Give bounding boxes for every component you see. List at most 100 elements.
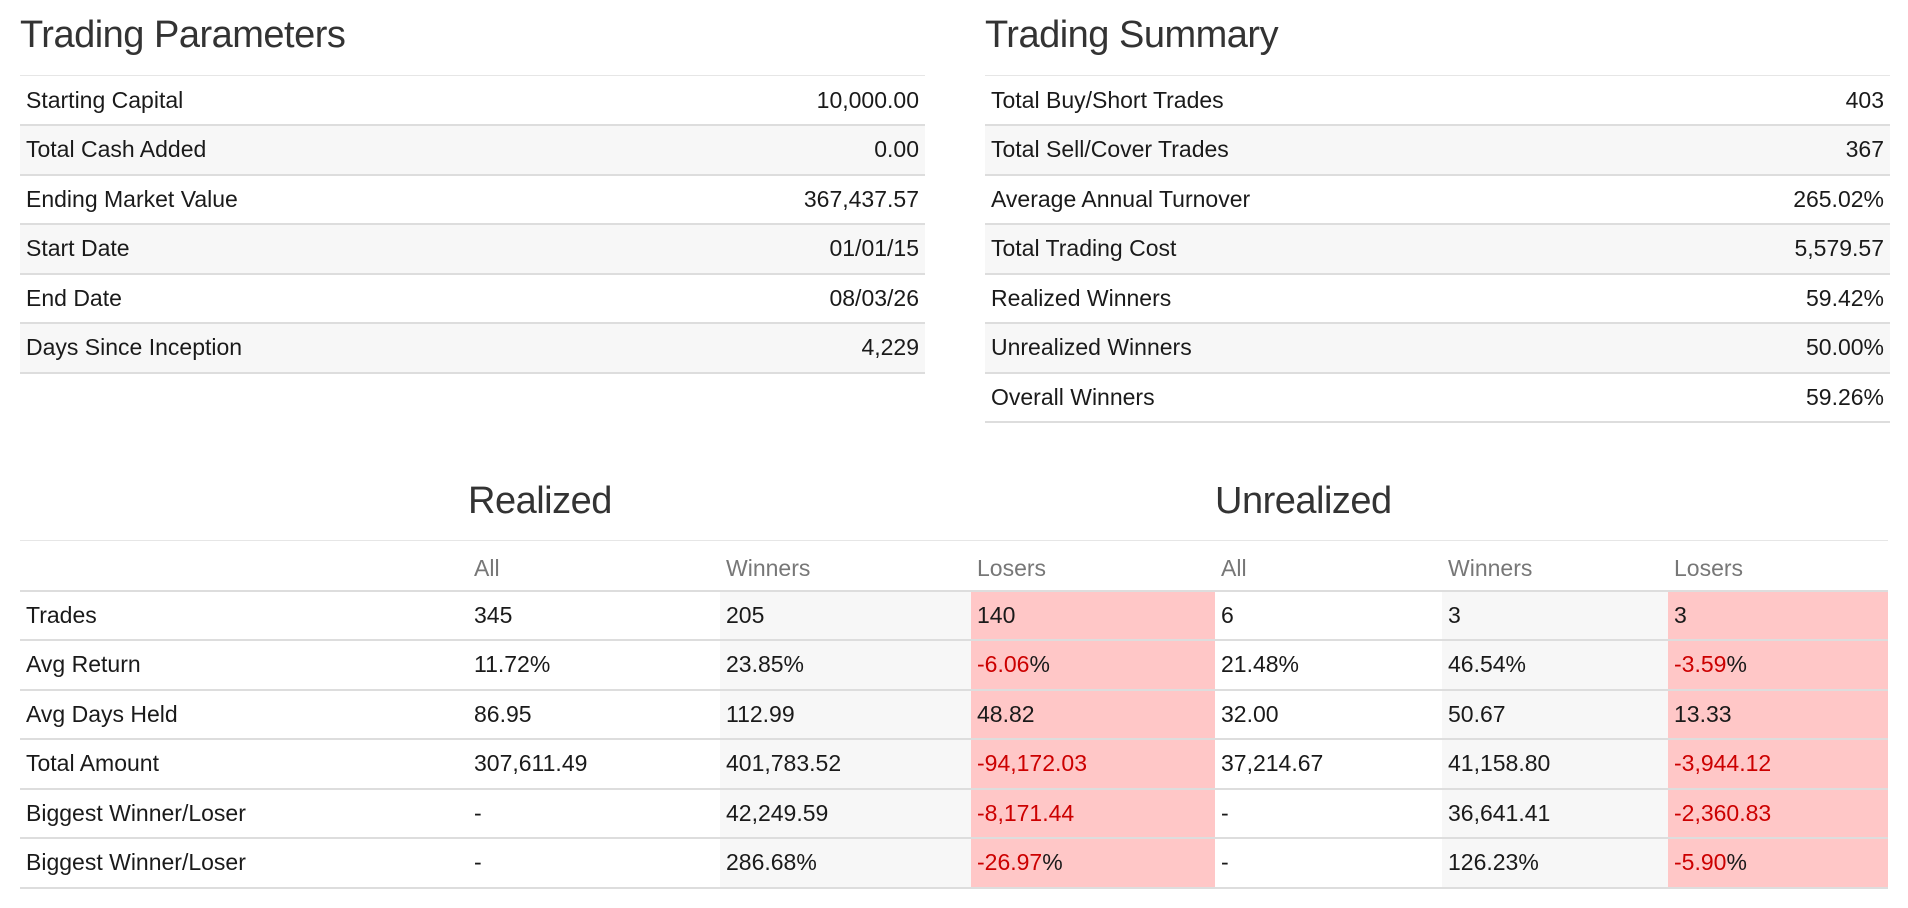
realized-winners-cell: 286.68%: [720, 838, 971, 889]
summary-value: 59.42%: [1573, 273, 1890, 324]
table-row: Total Sell/Cover Trades 367: [985, 125, 1890, 176]
table-row: Total Buy/Short Trades 403: [985, 75, 1890, 126]
unrealized-all-cell: 6: [1215, 590, 1442, 641]
table-row: Trades 345 205 140 6 3 3: [20, 590, 1888, 641]
col-header: Winners: [1442, 540, 1668, 592]
stat-suffix: %: [1029, 651, 1050, 678]
unrealized-winners-cell: 3: [1442, 590, 1668, 641]
unrealized-winners-cell: 126.23%: [1442, 838, 1668, 889]
stat-value: 401,783.52: [726, 750, 842, 777]
summary-label: Overall Winners: [985, 372, 1574, 423]
stat-value: -8,171.44: [977, 799, 1075, 826]
stat-value: 50.67: [1448, 700, 1506, 727]
table-row: Biggest Winner/Loser -42,249.59 -8,171.44-…: [20, 788, 1888, 839]
table-row: Total Trading Cost 5,579.57: [985, 224, 1890, 275]
realized-losers-cell: 48.82: [971, 689, 1215, 740]
table-row: Overall Winners 59.26%: [985, 372, 1890, 423]
stat-value: -: [1221, 799, 1229, 826]
unrealized-losers-cell: -3.59%: [1668, 640, 1888, 691]
stat-value: 41,158.80: [1448, 750, 1551, 777]
stat-value: 140: [977, 601, 1016, 628]
realized-winners-cell: 401,783.52: [720, 739, 971, 790]
param-label: Ending Market Value: [20, 174, 609, 225]
realized-title: Realized: [468, 480, 612, 522]
stat-value: 32.00: [1221, 700, 1279, 727]
col-header: Winners: [720, 540, 971, 592]
realized-winners-cell: 112.99: [720, 689, 971, 740]
stat-value: -: [474, 799, 482, 826]
stat-value: 3: [1448, 601, 1461, 628]
stat-suffix: %: [1042, 849, 1063, 876]
stat-value: 345: [474, 601, 513, 628]
summary-value: 59.26%: [1573, 372, 1890, 423]
unrealized-winners-cell: 41,158.80: [1442, 739, 1668, 790]
stat-value: -3.59: [1674, 651, 1727, 678]
table-row: Avg Return 11.72% 23.85% -6.06% 21.48% 46.54%…: [20, 640, 1888, 691]
unrealized-losers-cell: 13.33: [1668, 689, 1888, 740]
stat-value: -94,172.03: [977, 750, 1087, 777]
param-label: Total Cash Added: [20, 125, 609, 176]
stat-value: 86.95: [474, 700, 532, 727]
col-header: All: [468, 540, 720, 592]
stat-value: 23.85%: [726, 651, 805, 678]
table-row: Total Amount 307,611.49 401,783.52 -94,172.…: [20, 739, 1888, 790]
unrealized-title: Unrealized: [1215, 480, 1392, 522]
stat-value: 13.33: [1674, 700, 1732, 727]
unrealized-winners-cell: 50.67: [1442, 689, 1668, 740]
stat-value: 3: [1674, 601, 1687, 628]
table-row: Average Annual Turnover 265.02%: [985, 174, 1890, 225]
col-header: All: [1215, 540, 1442, 592]
param-value: 10,000.00: [608, 75, 925, 126]
summary-label: Total Sell/Cover Trades: [985, 125, 1574, 176]
stat-value: 205: [726, 601, 765, 628]
trade-stats-body: Trades 345 205 140 6 3 3 Avg Return 11.72% 23.85%…: [20, 590, 1888, 889]
unrealized-all-cell: 21.48%: [1215, 640, 1442, 691]
col-header: Losers: [1668, 540, 1888, 592]
stat-label: Biggest Winner/Loser: [20, 788, 468, 839]
stat-value: -2,360.83: [1674, 799, 1772, 826]
unrealized-losers-cell: -2,360.83: [1668, 788, 1888, 839]
unrealized-winners-cell: 46.54%: [1442, 640, 1668, 691]
summary-value: 50.00%: [1573, 323, 1890, 374]
table-row: Starting Capital 10,000.00: [20, 75, 925, 126]
stat-value: 37,214.67: [1221, 750, 1324, 777]
param-label: Starting Capital: [20, 75, 609, 126]
realized-losers-cell: 140: [971, 590, 1215, 641]
trading-summary-title: Trading Summary: [985, 14, 1279, 56]
stat-label: Avg Return: [20, 640, 468, 691]
stat-value: 112.99: [726, 700, 795, 727]
stat-suffix: %: [1726, 849, 1747, 876]
unrealized-losers-cell: 3: [1668, 590, 1888, 641]
stat-value: 36,641.41: [1448, 799, 1551, 826]
stat-value: -5.90: [1674, 849, 1727, 876]
table-row: Total Cash Added 0.00: [20, 125, 925, 176]
stat-value: -26.97: [977, 849, 1043, 876]
param-label: Days Since Inception: [20, 323, 609, 374]
stat-value: 48.82: [977, 700, 1035, 727]
stat-value: -3,944.12: [1674, 750, 1772, 777]
table-row: Avg Days Held 86.95 112.99 48.82 32.00 50.67 1…: [20, 689, 1888, 740]
stat-value: 42,249.59: [726, 799, 829, 826]
table-header-row: All Winners Losers All Winners Losers: [20, 540, 1888, 592]
realized-all-cell: 86.95: [468, 689, 720, 740]
table-row: Days Since Inception 4,229: [20, 323, 925, 374]
realized-winners-cell: 23.85%: [720, 640, 971, 691]
realized-losers-cell: -8,171.44: [971, 788, 1215, 839]
param-label: End Date: [20, 273, 609, 324]
stat-label: Avg Days Held: [20, 689, 468, 740]
unrealized-all-cell: 37,214.67: [1215, 739, 1442, 790]
summary-label: Total Trading Cost: [985, 224, 1574, 275]
table-row: Biggest Winner/Loser -286.68% -26.97% -126.…: [20, 838, 1888, 889]
unrealized-winners-cell: 36,641.41: [1442, 788, 1668, 839]
stat-value: 21.48%: [1221, 651, 1300, 678]
param-value: 4,229: [608, 323, 925, 374]
unrealized-all-cell: 32.00: [1215, 689, 1442, 740]
unrealized-all-cell: -: [1215, 838, 1442, 889]
trading-summary-table: Total Buy/Short Trades 403 Total Sell/Cov…: [985, 75, 1890, 423]
stat-value: 6: [1221, 601, 1234, 628]
realized-losers-cell: -94,172.03: [971, 739, 1215, 790]
table-row: Unrealized Winners 50.00%: [985, 323, 1890, 374]
summary-value: 367: [1573, 125, 1890, 176]
realized-all-cell: -: [468, 838, 720, 889]
realized-winners-cell: 205: [720, 590, 971, 641]
